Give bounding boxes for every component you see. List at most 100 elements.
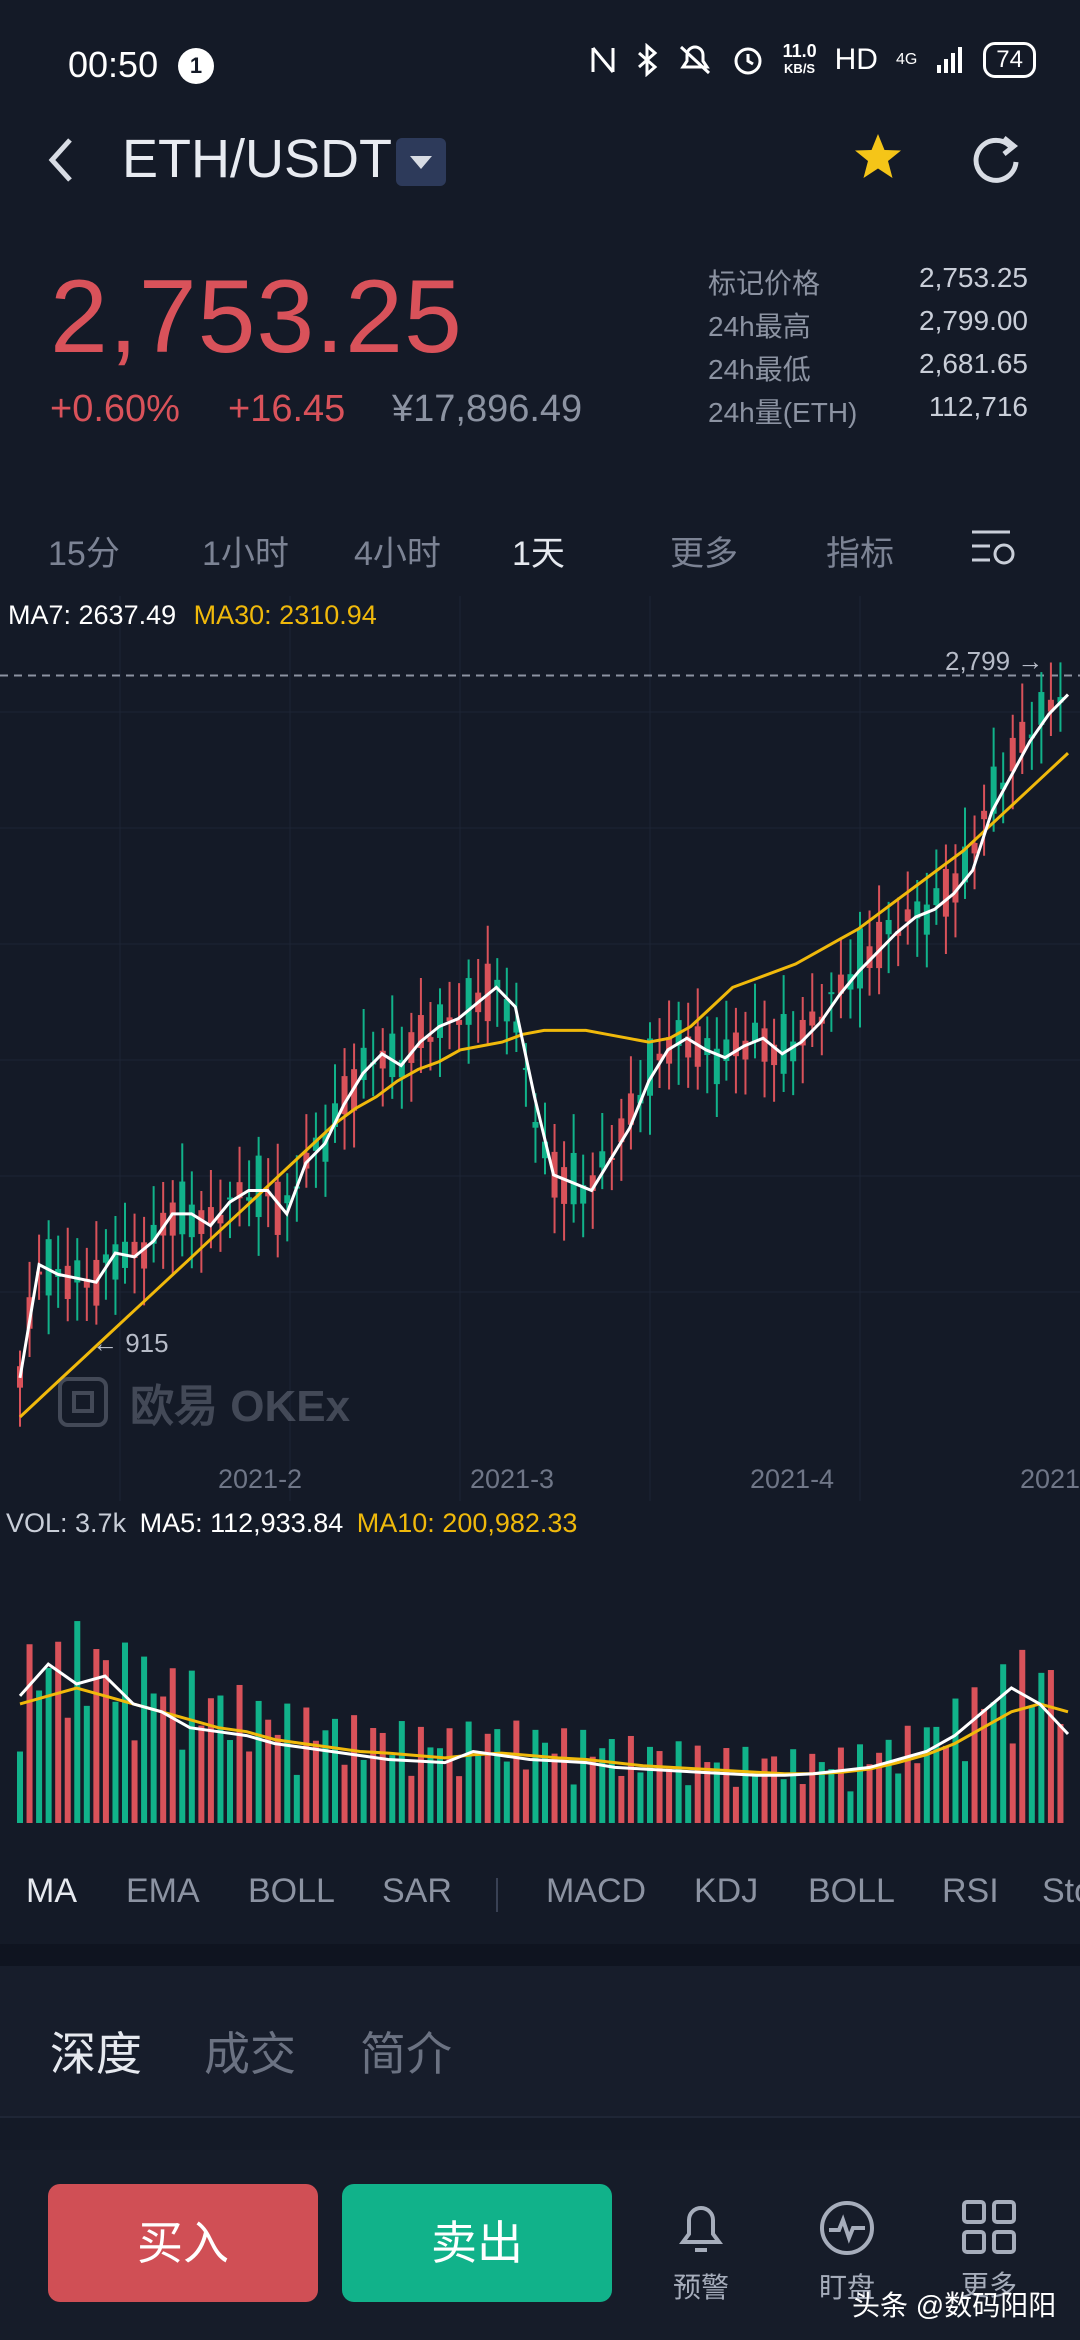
indicator-macd[interactable]: MACD [546,1872,647,1910]
indicator-rsi[interactable]: RSI [942,1872,999,1910]
candle-body [522,1067,529,1070]
volume-bar [532,1729,539,1823]
last-price: 2,753.25 [50,259,463,375]
stat-value: 2,681.65 [919,348,1028,379]
alert-nav[interactable]: 预警 [646,2198,756,2306]
volume-bar [771,1756,778,1823]
tab-1d[interactable]: 1天 [512,535,565,573]
candle-body [962,846,968,883]
back-arrow-icon[interactable] [40,132,84,188]
indicator-ma[interactable]: MA [26,1872,77,1910]
candle-body [360,1047,367,1080]
candle-body [532,1121,539,1128]
sell-button[interactable]: 卖出 [342,2184,612,2302]
notification-badge: 1 [178,48,214,84]
volume-chart[interactable] [0,1505,1080,1835]
volume-bar [26,1644,33,1823]
volume-bar [74,1621,81,1823]
ma5-legend: MA5: 112,933.84 [139,1508,344,1538]
tab-depth[interactable]: 深度 [50,2028,142,2080]
volume-bar [799,1784,806,1823]
candle-body [685,1036,692,1058]
candle-body [542,1141,548,1159]
price-cny: ¥17,896.49 [392,388,583,430]
candle-body [627,1093,634,1125]
candle-body [790,1041,797,1062]
nfc-icon [591,47,615,73]
indicator-kdj[interactable]: KDJ [694,1872,759,1910]
tab-trades[interactable]: 成交 [204,2028,296,2080]
ma30-legend: MA30: 2310.94 [193,600,377,630]
tab-intro[interactable]: 简介 [360,2028,452,2080]
tab-4h[interactable]: 4小时 [354,535,441,573]
candle-body [207,1207,214,1224]
indicator-sar[interactable]: SAR [382,1872,452,1910]
watch-label: 盯盘 [818,2272,875,2303]
stat-value: 2,753.25 [919,262,1028,293]
volume-bar [351,1715,358,1823]
stat-label: 24h最高 [708,311,811,342]
volume-bar [761,1758,768,1823]
ticker-stats: 标记价格 2,753.25 24h最高 2,799.00 24h最低 2,681.65… [708,262,1028,434]
volume-bar [437,1748,443,1823]
grid-icon [962,2200,1016,2254]
volume-bar [780,1779,787,1823]
candle-body [437,1004,443,1038]
bluetooth-icon [637,43,657,77]
pair-title[interactable]: ETH/USDT [122,129,392,189]
buy-button[interactable]: 买入 [48,2184,318,2302]
candle-body [971,842,978,854]
volume-bar [513,1720,520,1823]
candle-body [771,1044,778,1066]
indicator-boll-main[interactable]: BOLL [248,1872,335,1910]
x-label-apr: 2021-4 [750,1464,835,1494]
volume-bar [341,1764,348,1823]
pair-dropdown-button[interactable] [396,138,446,186]
favorite-star-icon[interactable] [848,128,908,188]
candle-body [723,1039,730,1061]
more-nav[interactable]: 更多 [934,2198,1044,2304]
volume-bar [847,1791,854,1823]
volume-bar [131,1740,138,1823]
volume-bar [102,1660,109,1823]
volume-bar [818,1762,825,1823]
candle-body [914,901,921,919]
tab-15m[interactable]: 15分 [48,535,120,573]
volume-bar [36,1690,43,1823]
refresh-icon[interactable] [966,130,1026,190]
volume-bar [828,1769,835,1823]
chart-settings-icon[interactable] [970,526,1018,570]
volume-bar [542,1742,548,1823]
candle-body [713,1048,720,1085]
tab-more[interactable]: 更多 [670,535,738,573]
candle-body [74,1260,81,1283]
tab-1h[interactable]: 1小时 [202,535,289,573]
candle-body [1038,692,1045,725]
volume-bar [637,1772,644,1823]
volume-bar [866,1764,873,1823]
tab-indicators[interactable]: 指标 [826,535,894,573]
more-label: 更多 [960,2270,1017,2301]
candle-body [246,1197,253,1201]
indicator-ema[interactable]: EMA [126,1872,200,1910]
indicator-boll-sub[interactable]: BOLL [808,1872,895,1910]
volume-bar [236,1684,243,1823]
candle-body [494,979,501,989]
indicator-stoch[interactable]: Sto [1042,1872,1080,1910]
volume-bar [551,1753,558,1823]
volume-bar [408,1775,415,1823]
net-speed-unit: KB/S [784,61,816,76]
candle-body [188,1204,195,1238]
candle-body [389,1033,396,1078]
volume-bar [207,1698,214,1823]
volume-bar [112,1701,119,1823]
status-icons: 11.0 KB/S HD 4G 74 [589,42,1036,78]
candle-body [952,873,959,903]
battery-indicator: 74 [983,42,1036,78]
volume-bar [790,1749,797,1823]
price-chart[interactable] [0,596,1080,1501]
volume-bar [503,1761,510,1823]
watch-nav[interactable]: 盯盘 [792,2198,902,2306]
candle-body [102,1254,109,1263]
volume-bar [522,1769,529,1823]
